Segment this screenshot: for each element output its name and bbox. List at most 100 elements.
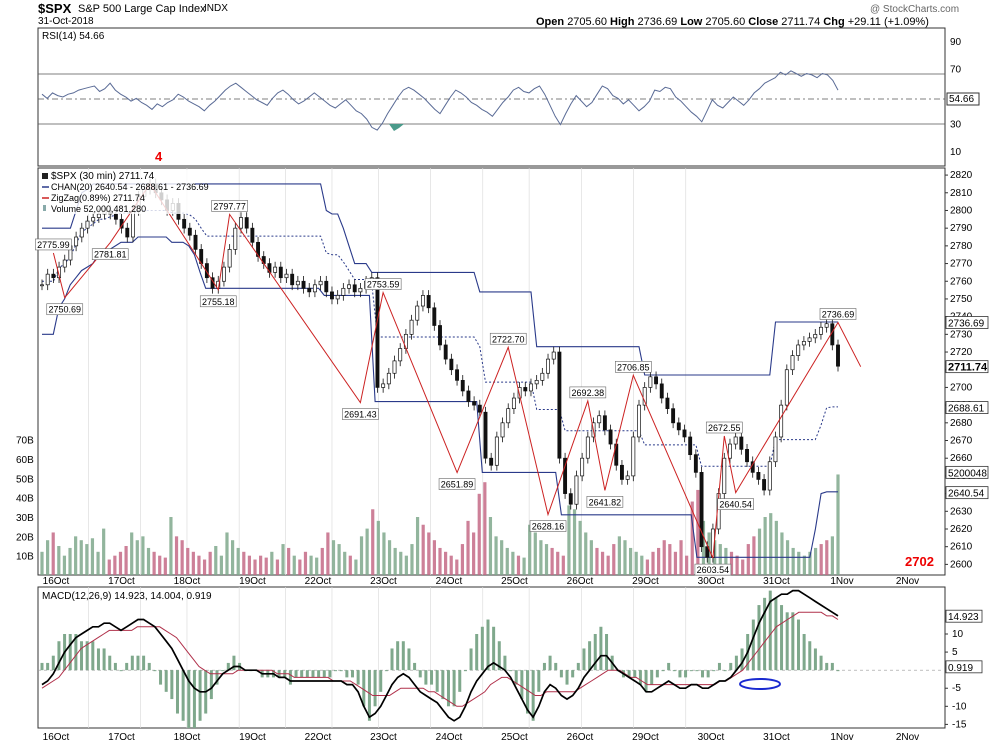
candle-body bbox=[642, 387, 647, 406]
close-label: Close bbox=[748, 16, 779, 28]
volume-tick-label: 30B bbox=[16, 513, 34, 524]
x-axis-label: 23Oct bbox=[370, 576, 397, 587]
macd-tick-label: 10 bbox=[952, 629, 964, 640]
macd-hist-bar bbox=[740, 648, 744, 671]
candle-body bbox=[551, 351, 556, 360]
volume-bar bbox=[343, 551, 347, 575]
volume-bar bbox=[225, 532, 229, 575]
legend-price: $SPX (30 min) 2711.74 bbox=[51, 171, 155, 182]
legend-zigzag: ZigZag(0.89%) 2711.74 bbox=[51, 193, 145, 203]
candle-body bbox=[796, 344, 801, 356]
candle-body bbox=[204, 263, 209, 279]
price-annotation-box bbox=[91, 248, 129, 260]
volume-bar bbox=[292, 555, 296, 575]
candle-body bbox=[227, 249, 232, 268]
macd-hist-bar bbox=[644, 670, 648, 692]
macd-hist-bar bbox=[170, 670, 174, 700]
wave-label-4: 4 bbox=[155, 149, 163, 164]
candle-body bbox=[693, 454, 698, 473]
volume-bar bbox=[415, 517, 420, 575]
macd-hist-bar bbox=[396, 641, 400, 671]
candle-body bbox=[466, 390, 471, 402]
macd-hist-bar bbox=[723, 670, 727, 672]
candle-body bbox=[563, 457, 568, 494]
volume-bar bbox=[281, 544, 285, 575]
macd-hist-bar bbox=[830, 662, 834, 671]
rsi-current-box bbox=[946, 92, 980, 106]
candle-body bbox=[113, 213, 118, 220]
volume-bar bbox=[488, 517, 493, 575]
macd-hist-bar bbox=[526, 670, 530, 714]
candle-body bbox=[682, 429, 687, 438]
candle-body bbox=[375, 277, 380, 388]
macd-hist-bar bbox=[311, 670, 315, 678]
price-annotation: 2628.16 bbox=[532, 522, 565, 532]
chg-value: +29.11 (+1.09%) bbox=[847, 16, 929, 28]
volume-bar bbox=[763, 517, 767, 575]
x-axis-label: 18Oct bbox=[174, 732, 201, 743]
macd-hist-bar bbox=[68, 634, 72, 671]
rsi-tick-label: 10 bbox=[950, 147, 962, 158]
volume-bar bbox=[516, 555, 521, 575]
macd-hist-bar bbox=[356, 670, 360, 685]
price-annotation-box bbox=[438, 478, 476, 490]
candle-body bbox=[517, 387, 522, 399]
price-annotation-box bbox=[717, 498, 754, 510]
volume-bar bbox=[326, 532, 330, 575]
rsi-tick-label: 90 bbox=[950, 37, 962, 48]
candle-body bbox=[398, 348, 403, 362]
price-annotation: 2706.85 bbox=[617, 362, 650, 372]
volume-bar bbox=[455, 559, 459, 575]
macd-hist-bar bbox=[729, 662, 733, 671]
macd-hist-bar bbox=[379, 670, 383, 692]
candle-body bbox=[523, 387, 528, 392]
rsi-tick-label: 70 bbox=[950, 64, 962, 75]
volume-bar bbox=[242, 551, 246, 575]
macd-value-box bbox=[945, 660, 983, 674]
volume-bar bbox=[640, 555, 644, 575]
price-tick-label: 2680 bbox=[950, 418, 973, 429]
candle-body bbox=[415, 305, 420, 321]
volume-bar bbox=[197, 555, 201, 575]
volume-bar bbox=[472, 532, 476, 575]
macd-tick-label: -5 bbox=[952, 683, 961, 694]
price-annotation-box bbox=[586, 496, 624, 508]
macd-hist-bar bbox=[717, 662, 721, 671]
macd-hist-bar bbox=[96, 648, 100, 671]
macd-hist-bar bbox=[345, 670, 349, 678]
macd-hist-bar bbox=[198, 670, 202, 721]
open-value: 2705.60 bbox=[567, 16, 607, 28]
rsi-oversold-fill bbox=[389, 124, 404, 131]
macd-hist-bar bbox=[390, 648, 394, 671]
volume-tick-label: 50B bbox=[16, 474, 34, 485]
volume-bar bbox=[813, 547, 818, 575]
candle-body bbox=[244, 217, 249, 229]
volume-bar bbox=[685, 555, 689, 575]
volume-bar bbox=[432, 540, 436, 575]
candle-body bbox=[307, 287, 312, 293]
macd-hist-bar bbox=[209, 670, 213, 700]
high-label: High bbox=[610, 16, 635, 28]
volume-bar bbox=[746, 544, 750, 575]
macd-hist-bar bbox=[582, 648, 586, 671]
right-value-label: 2711.74 bbox=[948, 362, 988, 374]
volume-bar bbox=[264, 557, 268, 575]
price-annotation: 2753.59 bbox=[367, 280, 400, 290]
macd-hist-bar bbox=[300, 670, 304, 678]
volume-bar bbox=[673, 551, 678, 575]
candle-body bbox=[125, 227, 130, 238]
candle-body bbox=[511, 397, 516, 410]
right-value-box bbox=[945, 486, 989, 500]
price-annotation: 2736.69 bbox=[822, 310, 855, 320]
price-tick-label: 2770 bbox=[950, 259, 973, 270]
volume-bar bbox=[657, 547, 661, 575]
macd-hist-bar bbox=[108, 655, 112, 671]
candle-body bbox=[574, 475, 579, 505]
candle-body bbox=[187, 227, 192, 236]
candle-body bbox=[341, 287, 346, 296]
macd-hist-bar bbox=[819, 655, 823, 671]
candle-body bbox=[790, 355, 795, 371]
macd-hist-bar bbox=[142, 655, 146, 671]
candle-body bbox=[597, 415, 602, 424]
price-tick-label: 2820 bbox=[950, 170, 973, 181]
